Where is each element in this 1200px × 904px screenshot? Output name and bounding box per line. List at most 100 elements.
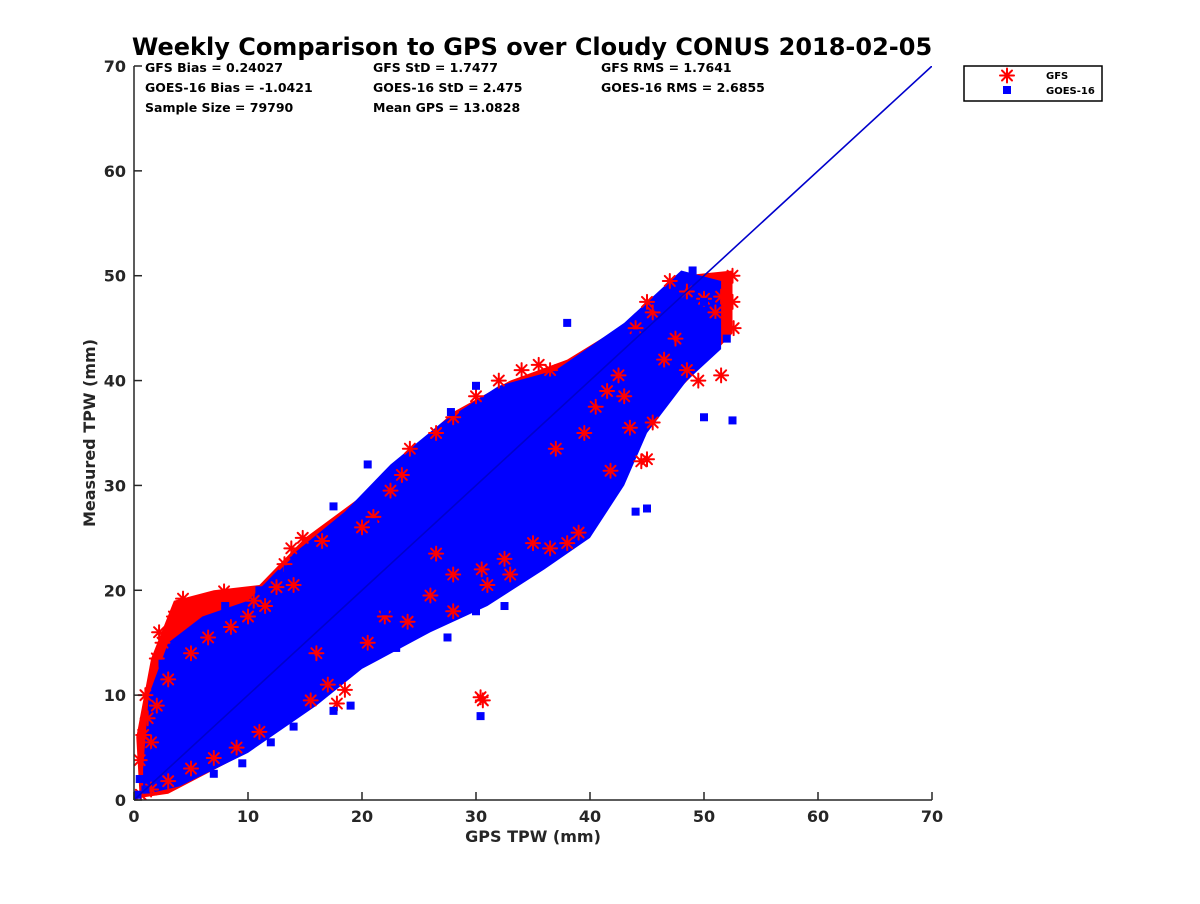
gfs-point <box>222 618 239 635</box>
one-to-one-line-group <box>134 66 932 800</box>
gfs-point <box>354 519 370 536</box>
gfs-point <box>302 692 319 709</box>
goes16-point <box>711 318 720 327</box>
goes16-point <box>323 628 332 637</box>
goes16-point <box>631 329 640 338</box>
goes16-point <box>437 565 446 574</box>
goes16-point <box>198 706 207 715</box>
goes16-point <box>232 670 241 679</box>
gfs-point <box>445 566 462 583</box>
goes16-point <box>158 659 167 668</box>
gfs-point <box>257 598 274 615</box>
goes16-point <box>415 622 423 631</box>
gfs-point <box>251 723 268 740</box>
goes16-point <box>523 381 532 390</box>
goes16-point <box>221 602 230 611</box>
legend-goes-label: GOES-16 <box>1046 86 1095 97</box>
y-tick-label: 10 <box>104 686 126 705</box>
goes16-point <box>477 544 486 553</box>
gfs-point <box>382 482 399 499</box>
goes16-point <box>289 633 298 642</box>
gfs-point <box>183 645 199 662</box>
gfs-point <box>473 561 490 578</box>
gfs-point <box>678 362 695 379</box>
goes16-point <box>722 334 731 343</box>
goes16-point <box>597 397 606 406</box>
goes16-point <box>150 748 159 757</box>
y-tick-label: 20 <box>104 581 126 600</box>
goes16-point <box>534 449 543 458</box>
goes16-point <box>409 481 418 490</box>
gfs-point <box>490 372 507 389</box>
goes16-point <box>244 701 252 710</box>
y-ticks: 0 10 20 30 40 50 60 70 <box>104 57 142 810</box>
goes16-point <box>181 738 190 747</box>
x-tick-label: 70 <box>921 807 943 826</box>
goes16-point <box>386 507 395 516</box>
gfs-point <box>621 419 638 436</box>
gfs-point <box>513 362 530 379</box>
gfs-point <box>245 592 262 609</box>
goes16-point <box>420 533 429 542</box>
gfs-point <box>216 583 233 600</box>
gfs-point <box>656 351 673 368</box>
goes16-point <box>580 355 589 364</box>
goes16-point <box>476 712 485 721</box>
gfs-point <box>445 603 462 620</box>
gfs-point <box>707 304 724 321</box>
legend-goes-marker <box>1003 86 1011 94</box>
gfs-point <box>502 566 519 583</box>
goes16-point <box>511 491 520 500</box>
stat-sample-size: Sample Size = 79790 <box>145 100 294 115</box>
gfs-point <box>644 414 661 431</box>
goes16-point <box>363 460 372 469</box>
gfs-point <box>283 540 300 557</box>
goes16-point <box>472 381 480 390</box>
goes16-point <box>261 659 270 668</box>
gfs-point <box>137 687 154 704</box>
goes16-point <box>380 607 389 616</box>
gfs-point <box>428 545 445 562</box>
goes16-point <box>204 664 213 673</box>
gfs-point <box>188 601 205 618</box>
goes16-point <box>443 633 452 642</box>
goes16-point <box>329 502 338 511</box>
goes16-point <box>546 376 555 385</box>
goes16-point <box>221 643 230 652</box>
goes16-point <box>392 643 401 652</box>
gfs-point <box>151 624 168 641</box>
goes16-point <box>700 413 708 422</box>
goes16-point <box>249 628 258 637</box>
goes16-point <box>631 507 640 516</box>
plot-area <box>134 66 932 800</box>
x-tick-label: 10 <box>237 807 259 826</box>
statistics-block: GFS Bias = 0.24027 GFS StD = 1.7477 GFS … <box>145 60 765 115</box>
gfs-point <box>724 293 741 310</box>
gfs-point <box>570 524 587 541</box>
gfs-point <box>639 293 655 310</box>
goes16-point <box>546 528 555 537</box>
goes16-point <box>500 602 509 611</box>
x-ticks: 0 10 20 30 40 50 60 70 <box>128 792 943 826</box>
goes16-point <box>198 622 207 631</box>
gfs-point <box>542 362 559 379</box>
goes16-point <box>306 549 315 558</box>
gfs-point <box>393 466 410 483</box>
y-tick-label: 30 <box>104 476 126 495</box>
goes16-point <box>329 706 338 715</box>
goes16-point <box>135 775 144 784</box>
gfs-point <box>576 425 593 441</box>
goes16-point <box>472 607 480 616</box>
legend-box <box>963 65 1103 102</box>
goes16-point <box>215 685 224 694</box>
goes16-point <box>158 764 167 773</box>
goes16-point <box>335 565 344 574</box>
goes16-point <box>369 518 378 527</box>
goes16-point <box>278 675 287 684</box>
gfs-point <box>319 676 336 693</box>
goes16-point <box>346 544 355 553</box>
gfs-point <box>422 587 439 604</box>
gfs-point <box>559 535 576 552</box>
gfs-point <box>468 388 484 405</box>
